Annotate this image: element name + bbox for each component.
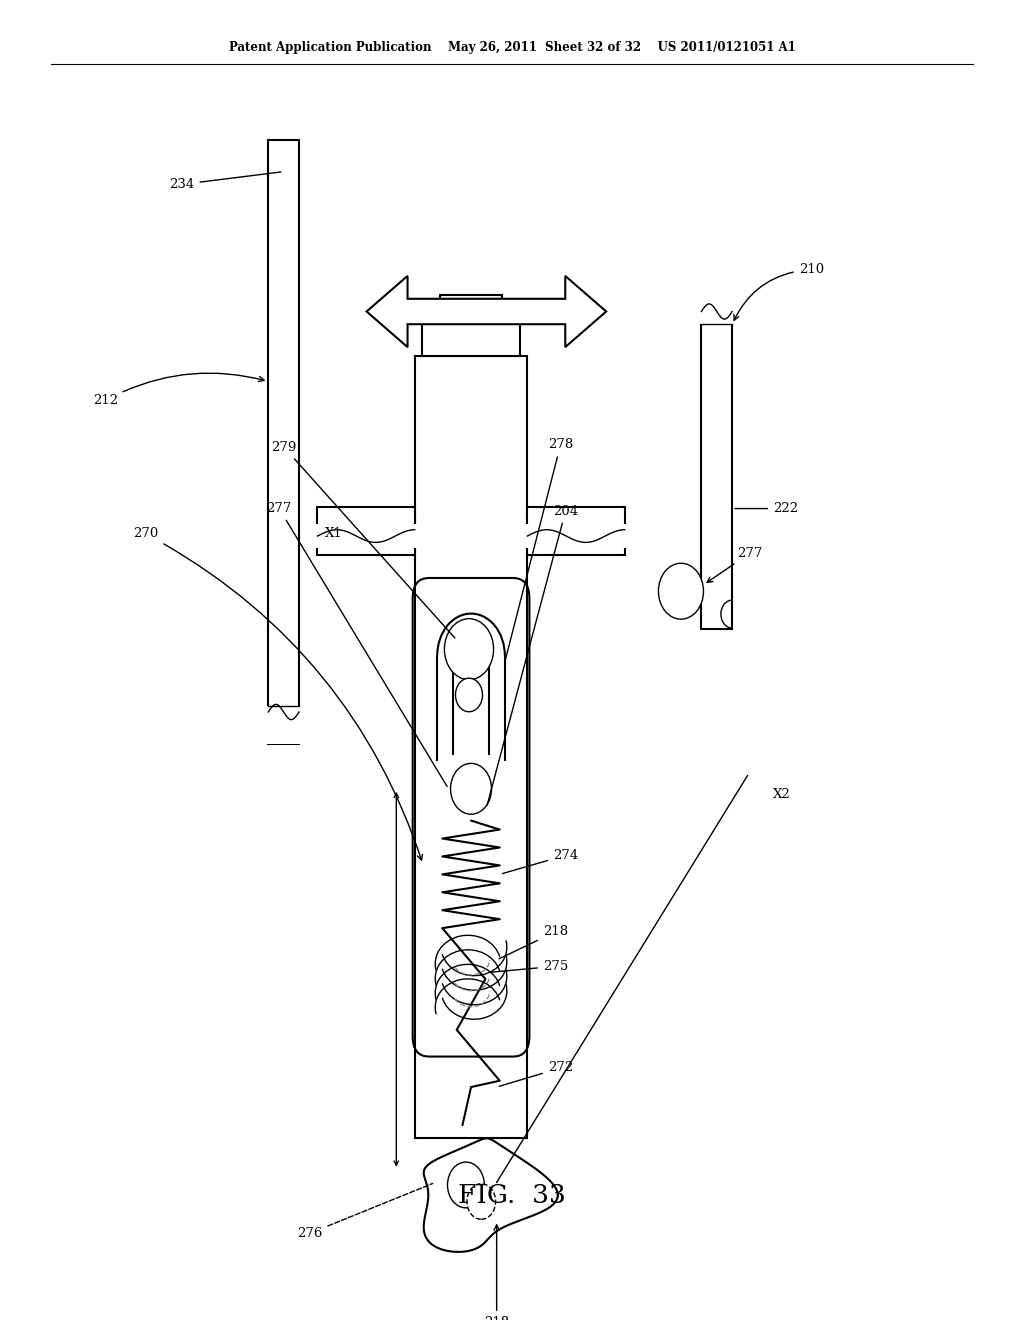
Bar xyxy=(527,507,625,556)
Circle shape xyxy=(456,678,482,711)
Circle shape xyxy=(444,619,494,680)
Bar xyxy=(268,140,299,743)
Circle shape xyxy=(447,1162,484,1208)
Text: 218: 218 xyxy=(499,925,568,958)
Polygon shape xyxy=(367,276,606,347)
Circle shape xyxy=(467,1184,496,1220)
Text: 277: 277 xyxy=(707,546,763,582)
Text: 277: 277 xyxy=(266,502,447,787)
Bar xyxy=(423,321,520,356)
Text: 212: 212 xyxy=(92,374,264,407)
Text: 234: 234 xyxy=(169,172,281,191)
Text: Patent Application Publication    May 26, 2011  Sheet 32 of 32    US 2011/012105: Patent Application Publication May 26, 2… xyxy=(228,41,796,54)
Bar xyxy=(315,524,417,548)
Bar xyxy=(701,286,732,630)
Bar xyxy=(266,706,301,743)
Bar xyxy=(525,524,627,548)
Text: 218: 218 xyxy=(484,1225,509,1320)
Text: FIG.  33: FIG. 33 xyxy=(458,1183,566,1208)
Text: 278: 278 xyxy=(506,438,573,659)
Bar xyxy=(415,356,527,1138)
Bar xyxy=(317,507,415,556)
Text: 279: 279 xyxy=(271,441,455,638)
Text: 274: 274 xyxy=(503,849,579,874)
Polygon shape xyxy=(424,1138,558,1251)
Text: X1: X1 xyxy=(326,528,343,540)
Text: X2: X2 xyxy=(773,788,791,801)
Text: 222: 222 xyxy=(735,502,799,515)
Text: 204: 204 xyxy=(487,504,579,805)
Bar xyxy=(440,294,502,321)
Text: 276: 276 xyxy=(297,1184,432,1239)
Circle shape xyxy=(658,564,703,619)
Bar xyxy=(699,284,734,325)
Circle shape xyxy=(451,763,492,814)
Text: 272: 272 xyxy=(500,1061,573,1086)
Text: 210: 210 xyxy=(734,263,824,321)
Text: 275: 275 xyxy=(489,960,568,973)
Text: 270: 270 xyxy=(133,528,422,861)
